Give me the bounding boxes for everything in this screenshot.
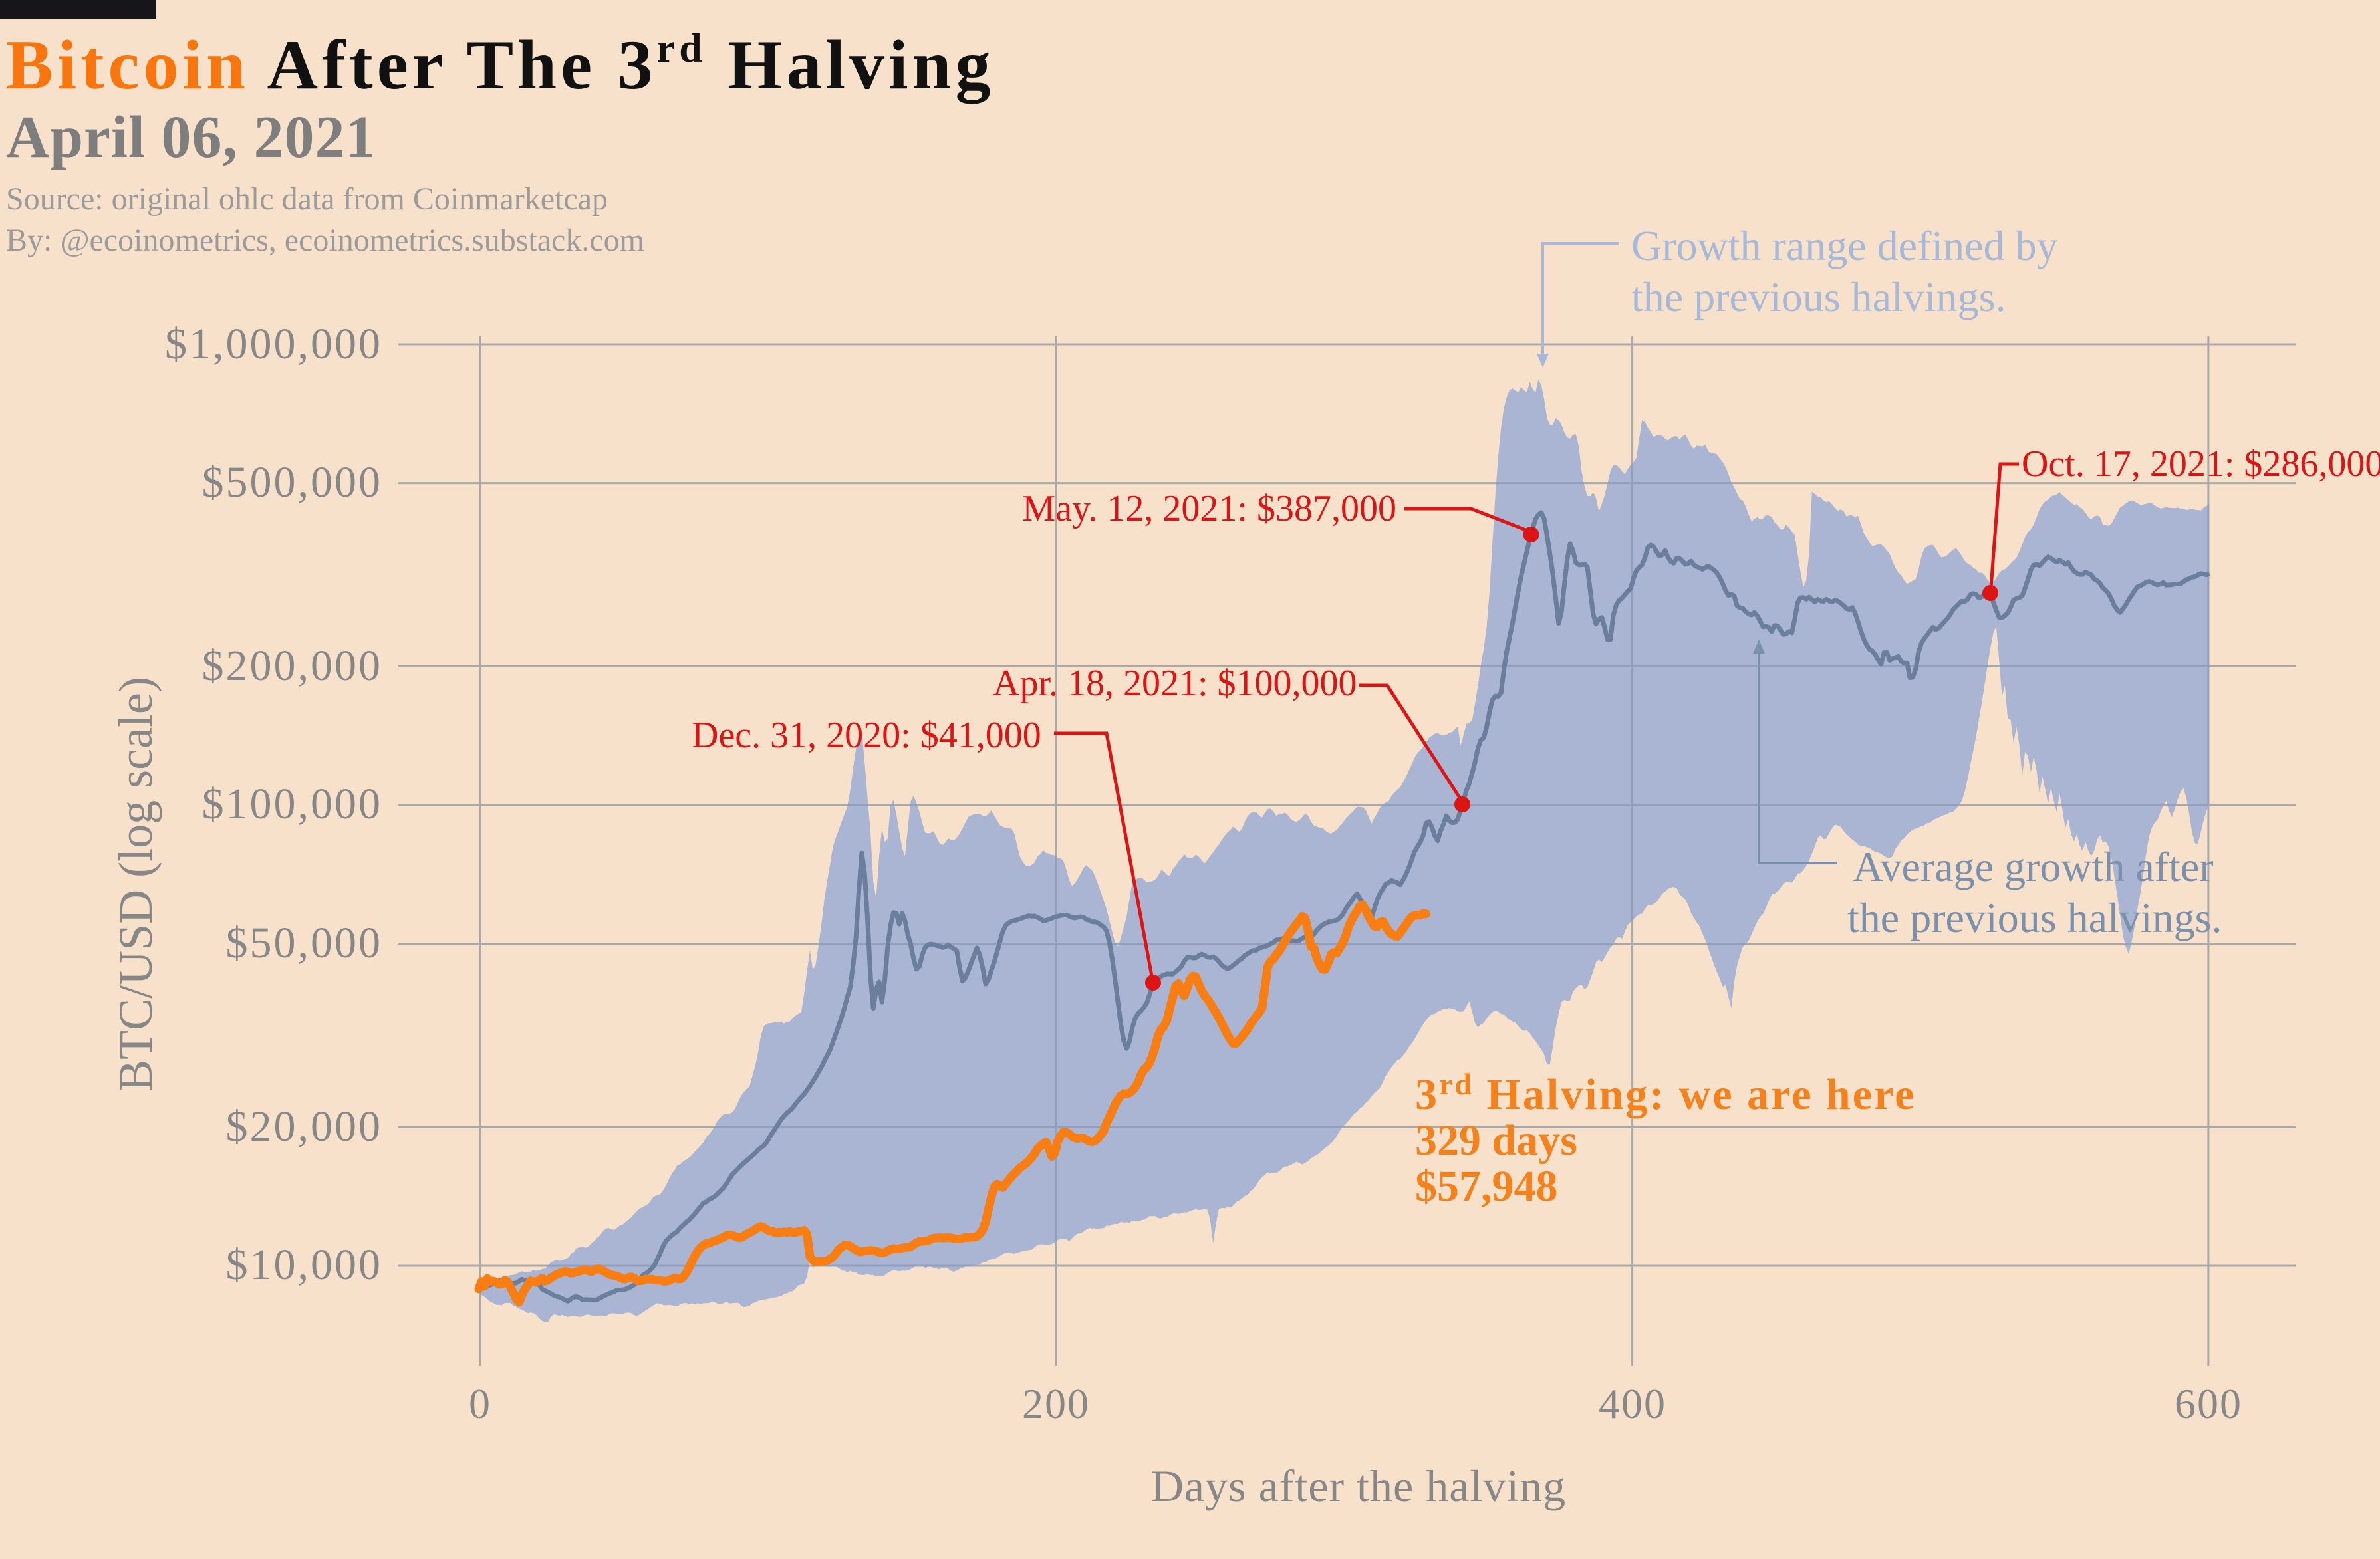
svg-text:$57,948: $57,948	[1415, 1162, 1558, 1211]
svg-text:BTC/USD (log scale): BTC/USD (log scale)	[109, 677, 162, 1092]
svg-text:$200,000: $200,000	[202, 642, 383, 690]
svg-text:600: 600	[2175, 1380, 2242, 1427]
svg-text:Bitcoin After The 3rd Halving: Bitcoin After The 3rd Halving	[6, 26, 994, 104]
svg-text:May. 12, 2021: $387,000: May. 12, 2021: $387,000	[1022, 488, 1396, 529]
svg-text:$20,000: $20,000	[226, 1102, 383, 1151]
svg-text:$1,000,000: $1,000,000	[165, 320, 382, 368]
svg-text:the previous halvings.: the previous halvings.	[1631, 273, 2006, 320]
svg-text:200: 200	[1022, 1380, 1090, 1427]
svg-text:Growth range defined by: Growth range defined by	[1631, 222, 2058, 269]
svg-text:Apr. 18, 2021: $100,000: Apr. 18, 2021: $100,000	[993, 663, 1357, 704]
svg-text:Source: original ohlc data fro: Source: original ohlc data from Coinmark…	[6, 181, 608, 217]
svg-text:By: @ecoinometrics, ecoinometr: By: @ecoinometrics, ecoinometrics.substa…	[6, 223, 644, 258]
svg-text:Days after the halving: Days after the halving	[1151, 1461, 1566, 1511]
svg-text:329 days: 329 days	[1415, 1116, 1577, 1165]
svg-text:April 06, 2021: April 06, 2021	[6, 104, 376, 170]
svg-text:$10,000: $10,000	[226, 1241, 383, 1289]
svg-text:$500,000: $500,000	[202, 458, 383, 507]
svg-text:$50,000: $50,000	[226, 919, 383, 967]
svg-text:$100,000: $100,000	[202, 780, 383, 828]
svg-text:Average growth after: Average growth after	[1853, 843, 2214, 890]
svg-text:0: 0	[469, 1380, 491, 1427]
svg-text:Oct. 17, 2021: $286,000: Oct. 17, 2021: $286,000	[2022, 443, 2380, 485]
svg-text:400: 400	[1599, 1380, 1666, 1427]
svg-text:3rd Halving: we are here: 3rd Halving: we are here	[1415, 1067, 1916, 1119]
svg-text:the previous halvings.: the previous halvings.	[1847, 894, 2222, 941]
svg-text:Dec. 31, 2020: $41,000: Dec. 31, 2020: $41,000	[692, 715, 1041, 756]
